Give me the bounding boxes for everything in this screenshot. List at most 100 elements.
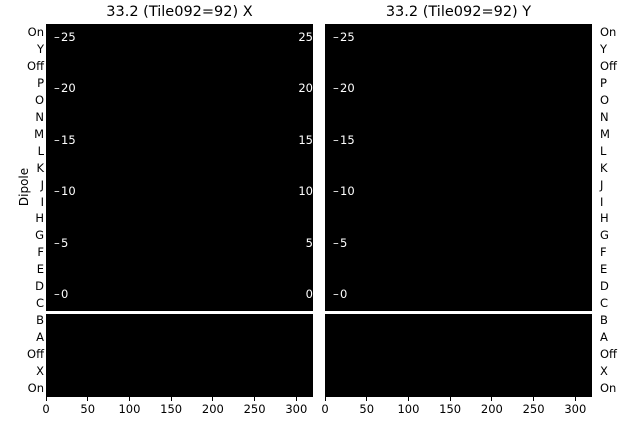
- inner-ytick-label: –15: [54, 134, 76, 147]
- x-tick-label: 200: [201, 402, 224, 416]
- x-tick-mark-icon: [366, 397, 368, 401]
- category-tick-label: L: [600, 143, 607, 158]
- category-tick-label: O: [600, 92, 610, 107]
- tick-dash-icon: –: [333, 184, 339, 199]
- category-tick-label: C: [600, 296, 609, 311]
- x-tick-label: 200: [480, 402, 503, 416]
- tick-dash-icon: –: [333, 81, 339, 96]
- inner-ytick-label: –15: [333, 132, 355, 147]
- category-axis-right: On Y Off P O N M L K J I H G F E D C B A Off X On: [596, 24, 636, 397]
- x-tick-mark-icon: [407, 397, 409, 401]
- plot-area-y-lower[interactable]: [325, 314, 592, 397]
- category-tick-label: N: [600, 109, 609, 124]
- inner-ytick-label: 20: [298, 81, 313, 96]
- x-tick-label: 100: [397, 402, 420, 416]
- x-tick-mark-icon: [324, 397, 326, 401]
- plot-panel-y[interactable]: –0 –5 –10 –15 –20 –25: [325, 24, 592, 397]
- tick-dash-icon: –: [333, 235, 339, 250]
- inner-ytick-label: –25: [333, 30, 355, 44]
- x-tick: 250: [514, 397, 554, 416]
- inner-ytick-text: 0: [340, 287, 348, 301]
- category-axis-left: On Y Off P O N M L K J I H G F E D C B A Off X On: [4, 24, 44, 397]
- x-tick-mark-icon: [254, 397, 256, 401]
- x-tick-label: 0: [321, 402, 329, 416]
- category-tick-label: F: [37, 245, 44, 260]
- tick-dash-icon: –: [333, 287, 339, 301]
- tick-dash-icon: –: [333, 30, 339, 44]
- x-tick-mark-icon: [45, 397, 47, 401]
- category-tick-label: X: [36, 364, 44, 379]
- category-tick-label: E: [600, 262, 608, 277]
- category-tick-label: On: [600, 381, 617, 395]
- x-tick: 300: [276, 397, 316, 416]
- inner-ytick-label: 5: [305, 235, 313, 250]
- x-tick: 100: [109, 397, 149, 416]
- x-tick-label: 300: [285, 402, 308, 416]
- x-axis-right: 0 50 100 150 200 250 300: [321, 397, 592, 425]
- category-tick-label: H: [600, 211, 609, 226]
- inner-ytick-label: –10: [333, 184, 355, 199]
- category-tick-label: I: [600, 194, 604, 209]
- category-tick-label: M: [600, 126, 610, 141]
- category-tick-label: N: [35, 109, 44, 124]
- x-tick-label: 0: [42, 402, 50, 416]
- category-tick-label: A: [600, 330, 608, 345]
- x-tick-label: 100: [118, 402, 141, 416]
- category-tick-label: H: [35, 211, 44, 226]
- category-tick-label: X: [600, 364, 608, 379]
- inner-ytick-label: 25: [298, 30, 313, 44]
- x-tick: 150: [151, 397, 191, 416]
- category-tick-label: M: [34, 126, 44, 141]
- plot-panel-x[interactable]: –0 –5 –10 –15 –20 –25 0 5 10 15 20 25: [46, 24, 313, 397]
- inner-ytick-text: 5: [61, 235, 69, 250]
- tick-dash-icon: –: [54, 235, 60, 250]
- category-tick-label: L: [37, 143, 44, 158]
- category-tick-label: I: [40, 194, 44, 209]
- category-tick-label: On: [600, 25, 617, 39]
- x-tick: 50: [68, 397, 108, 416]
- x-tick: 100: [388, 397, 428, 416]
- category-tick-label: B: [36, 313, 44, 328]
- inner-ytick-label: 15: [298, 132, 313, 147]
- inner-ytick-label: –5: [54, 235, 69, 250]
- plot-area-x-lower[interactable]: [46, 314, 313, 397]
- inner-ytick-text: 20: [61, 81, 76, 96]
- panel-title-y: 33.2 (Tile092=92) Y: [385, 4, 532, 20]
- category-tick-label: F: [600, 245, 607, 260]
- category-tick-label: J: [40, 177, 44, 192]
- x-tick-mark-icon: [87, 397, 89, 401]
- category-tick-label: P: [37, 75, 44, 90]
- x-tick-label: 300: [564, 402, 587, 416]
- x-tick: 200: [193, 397, 233, 416]
- inner-ytick-text: 10: [340, 184, 355, 199]
- category-tick-label: Off: [27, 58, 44, 73]
- category-tick-label: J: [600, 177, 604, 192]
- inner-ytick-text: 20: [340, 81, 355, 96]
- category-tick-label: O: [34, 92, 44, 107]
- inner-ytick-text: 25: [340, 30, 355, 44]
- inner-ytick-label: –10: [54, 184, 76, 199]
- tick-dash-icon: –: [333, 132, 339, 147]
- plot-area-y-upper[interactable]: –0 –5 –10 –15 –20 –25: [325, 24, 592, 311]
- x-tick-mark-icon: [574, 397, 576, 401]
- category-tick-label: K: [600, 160, 608, 175]
- category-tick-label: On: [27, 381, 44, 395]
- x-tick-mark-icon: [170, 397, 172, 401]
- inner-ytick-label: –0: [54, 287, 68, 301]
- plot-area-x-upper[interactable]: –0 –5 –10 –15 –20 –25 0 5 10 15 20 25: [46, 24, 313, 311]
- x-tick: 50: [347, 397, 387, 416]
- x-tick: 250: [235, 397, 275, 416]
- category-tick-label: G: [600, 228, 609, 243]
- x-tick: 0: [26, 397, 66, 416]
- tick-dash-icon: –: [54, 287, 60, 301]
- category-tick-label: P: [600, 75, 607, 90]
- inner-ytick-label: –20: [333, 83, 355, 95]
- inner-ytick-label: –0: [333, 287, 348, 301]
- category-tick-label: G: [35, 228, 44, 243]
- x-tick-mark-icon: [449, 397, 451, 401]
- inner-ytick-text: 10: [61, 184, 76, 199]
- x-tick-label: 250: [243, 402, 266, 416]
- category-tick-label: D: [600, 279, 609, 294]
- category-tick-label: On: [27, 25, 44, 39]
- category-tick-label: Y: [36, 41, 44, 56]
